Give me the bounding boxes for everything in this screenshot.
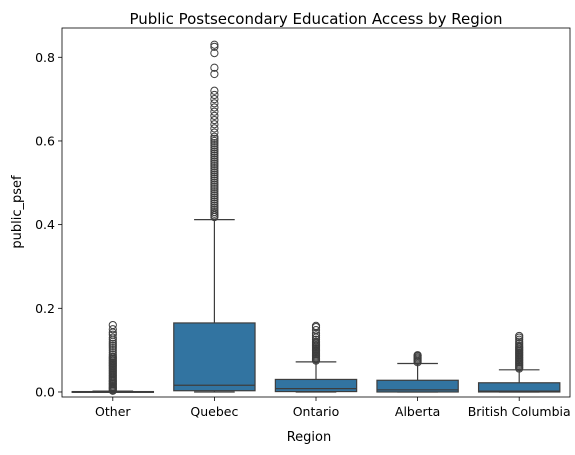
x-axis-label: Region bbox=[287, 430, 332, 445]
y-tick-label: 0.6 bbox=[35, 133, 55, 148]
box bbox=[174, 323, 255, 391]
y-tick-label: 0.2 bbox=[35, 301, 55, 316]
chart-title: Public Postsecondary Education Access by… bbox=[129, 10, 502, 28]
y-tick-label: 0.8 bbox=[35, 50, 55, 65]
y-axis-label: public_psef bbox=[10, 175, 25, 249]
y-tick-label: 0.0 bbox=[35, 384, 55, 399]
box bbox=[275, 379, 356, 391]
y-tick-label: 0.4 bbox=[35, 217, 55, 232]
x-tick-label: Alberta bbox=[395, 404, 440, 419]
x-tick-label: British Columbia bbox=[468, 404, 571, 419]
x-tick-label: Quebec bbox=[190, 404, 238, 419]
x-tick-label: Ontario bbox=[293, 404, 340, 419]
x-tick-label: Other bbox=[95, 404, 131, 419]
